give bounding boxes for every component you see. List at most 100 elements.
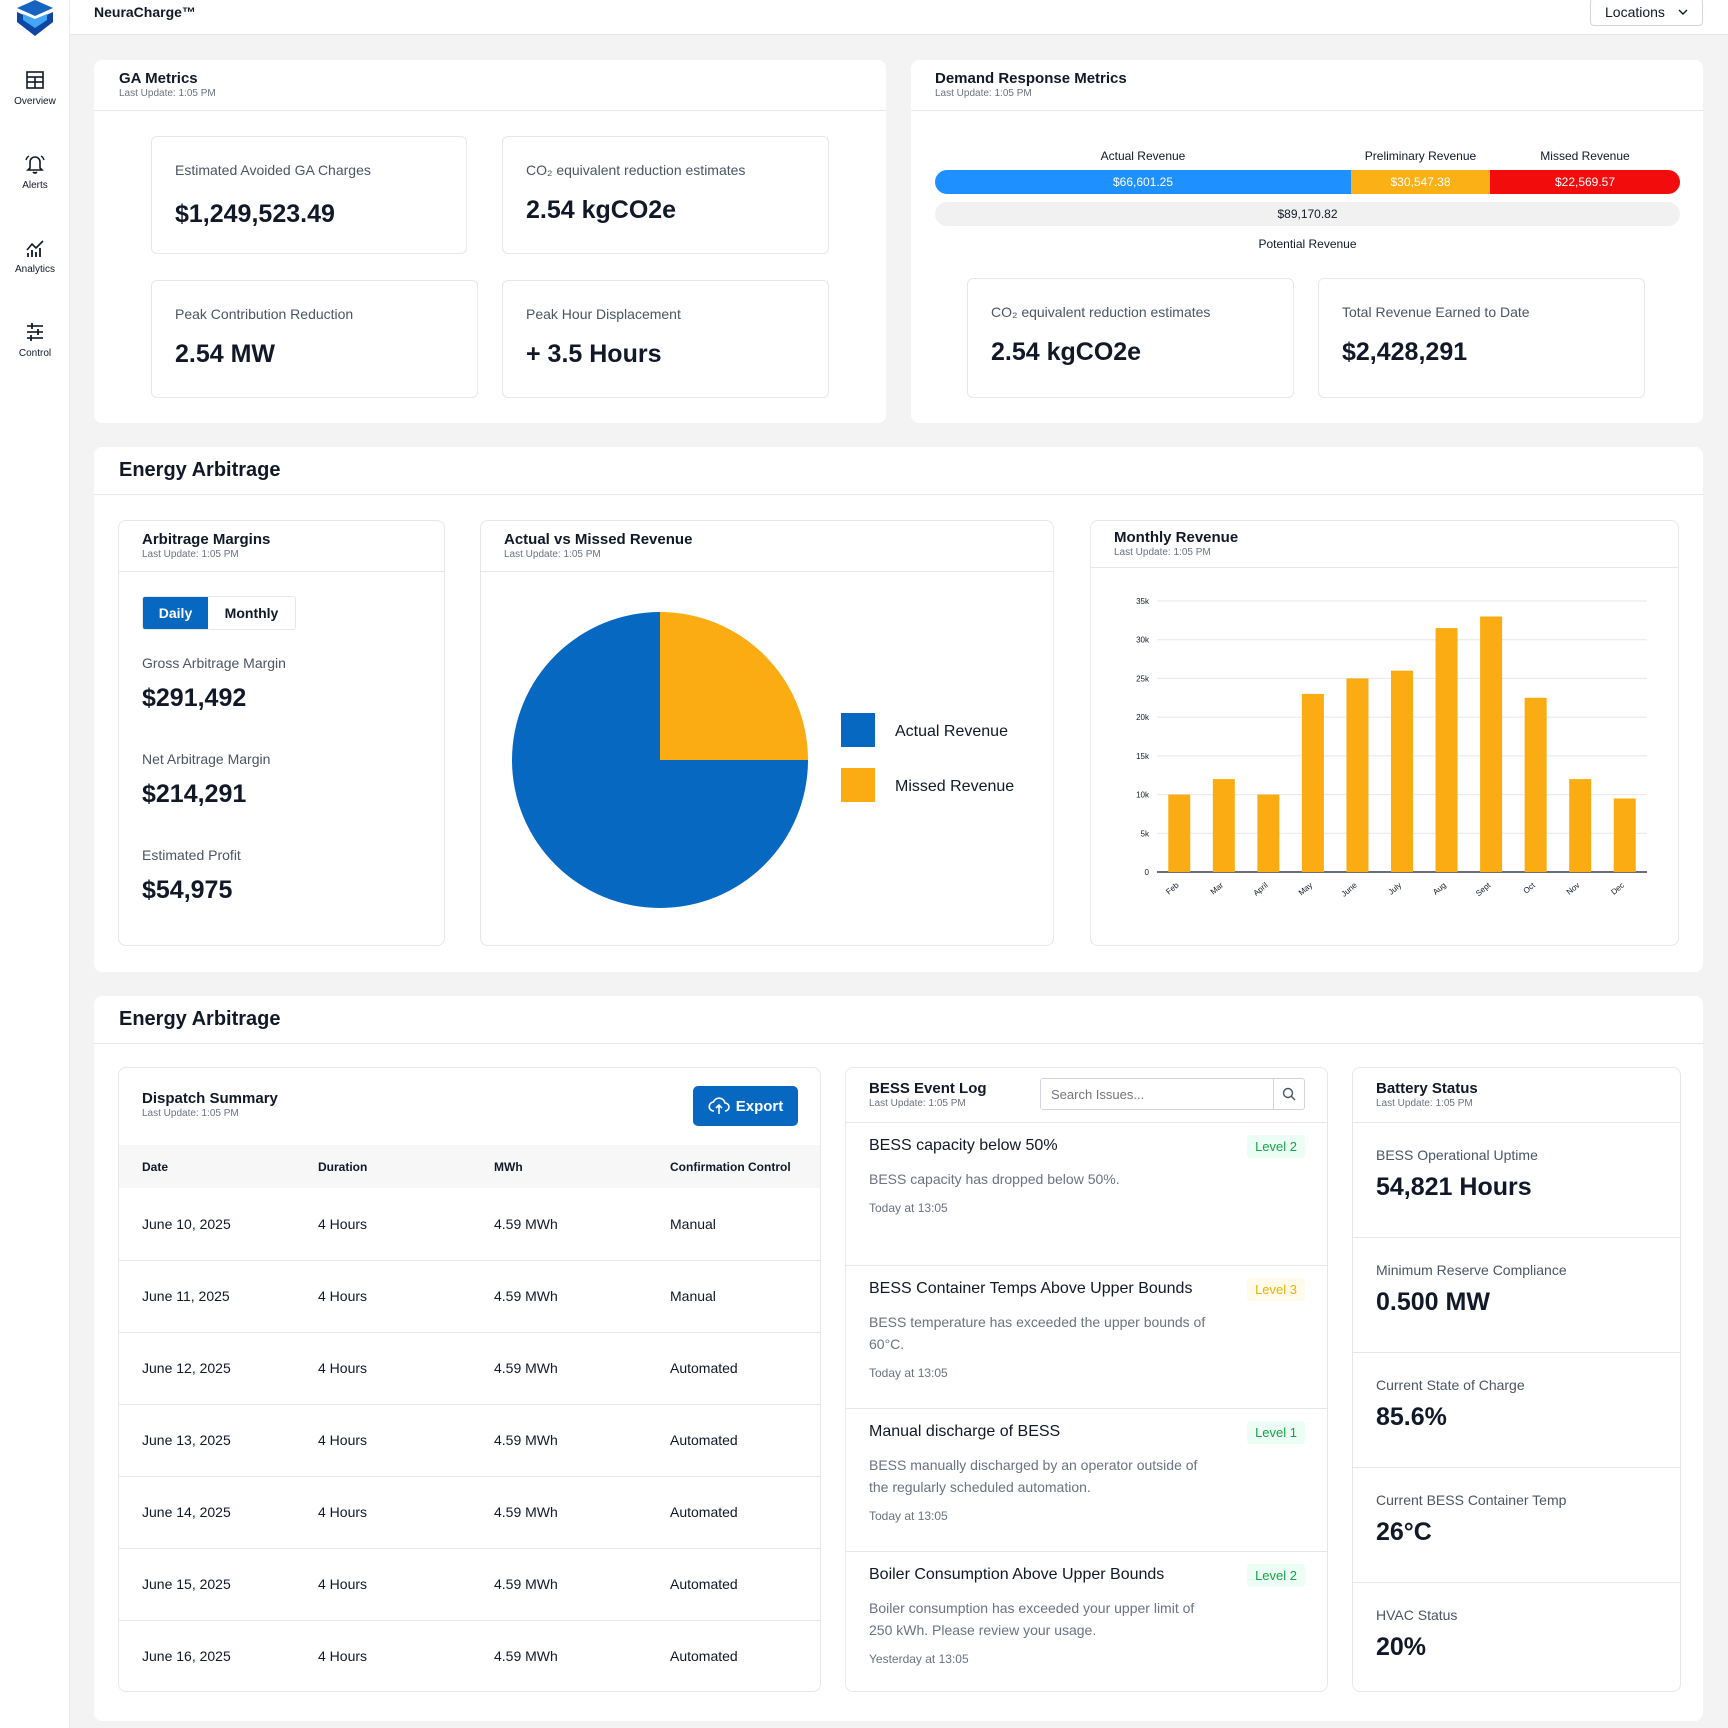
legend-label: Actual Revenue <box>895 723 1008 740</box>
event-item[interactable]: BESS Container Temps Above Upper Bounds … <box>846 1266 1327 1409</box>
app-logo[interactable] <box>15 0 55 38</box>
table-row[interactable]: June 16, 2025 4 Hours 4.59 MWh Automated <box>119 1620 820 1691</box>
export-button[interactable]: Export <box>693 1086 798 1126</box>
ga-updated: Last Update: 1:05 PM <box>119 88 216 99</box>
panel-updated: Last Update: 1:05 PM <box>142 1108 239 1119</box>
cell-date: June 10, 2025 <box>119 1188 295 1261</box>
column-header: Duration <box>295 1145 471 1188</box>
battery-metric: Current BESS Container Temp 26°C <box>1353 1468 1680 1583</box>
legend-swatch <box>841 768 875 802</box>
actual-revenue-segment: $66,601.25 <box>935 170 1351 194</box>
revenue-stacked-bar: $66,601.25 $30,547.38 $22,569.57 <box>935 170 1680 194</box>
legend-swatch <box>841 713 875 747</box>
cell-mwh: 4.59 MWh <box>471 1620 647 1691</box>
bar <box>1391 670 1413 872</box>
cell-mwh: 4.59 MWh <box>471 1260 647 1333</box>
level-badge: Level 2 <box>1247 1564 1305 1587</box>
metric-label: Estimated Avoided GA Charges <box>175 162 371 178</box>
divider <box>481 571 1053 572</box>
locations-dropdown[interactable]: Locations <box>1590 0 1703 26</box>
table-row[interactable]: June 10, 2025 4 Hours 4.59 MWh Manual <box>119 1188 820 1261</box>
x-tick-label: Sept <box>1474 880 1493 898</box>
table-row[interactable]: June 12, 2025 4 Hours 4.59 MWh Automated <box>119 1332 820 1405</box>
event-title: BESS capacity below 50% <box>869 1137 1058 1154</box>
bar <box>1346 678 1369 872</box>
potential-revenue-bar: $89,170.82 <box>935 202 1680 226</box>
y-tick-label: 30k <box>1136 636 1150 645</box>
y-tick-label: 10k <box>1136 791 1150 800</box>
panel-updated: Last Update: 1:05 PM <box>1376 1098 1473 1109</box>
event-item[interactable]: Boiler Consumption Above Upper Bounds Bo… <box>846 1552 1327 1691</box>
event-description: BESS manually discharged by an operator … <box>869 1457 1198 1495</box>
sliders-icon <box>27 323 43 341</box>
panel-title: Arbitrage Margins <box>142 531 271 548</box>
cell-control: Manual <box>647 1188 820 1261</box>
margin-value: $291,492 <box>142 684 247 712</box>
x-tick-label: Aug <box>1431 881 1448 897</box>
cell-control: Manual <box>647 1260 820 1333</box>
search-button[interactable] <box>1273 1079 1304 1109</box>
bar <box>1524 697 1547 872</box>
metric-label: Peak Contribution Reduction <box>175 306 354 322</box>
metric-card: Total Revenue Earned to Date $2,428,291 <box>1318 278 1645 398</box>
bar <box>1480 616 1503 872</box>
bar <box>1613 798 1636 872</box>
dr-updated: Last Update: 1:05 PM <box>935 88 1032 99</box>
nav-analytics[interactable]: Analytics <box>0 238 70 275</box>
metric-label: Peak Hour Displacement <box>526 306 681 322</box>
divider <box>1091 567 1678 568</box>
pie-chart: Actual Revenue Missed Revenue <box>512 612 1014 908</box>
battery-metric-value: 26°C <box>1376 1518 1432 1546</box>
margin-label: Gross Arbitrage Margin <box>142 655 286 671</box>
metric-value: $2,428,291 <box>1342 338 1468 366</box>
battery-metric-label: Minimum Reserve Compliance <box>1376 1262 1567 1278</box>
actual-vs-missed-panel: Actual vs Missed Revenue Last Update: 1:… <box>480 520 1054 946</box>
table-row[interactable]: June 11, 2025 4 Hours 4.59 MWh Manual <box>119 1260 820 1333</box>
cell-date: June 12, 2025 <box>119 1332 295 1405</box>
table-row[interactable]: June 13, 2025 4 Hours 4.59 MWh Automated <box>119 1404 820 1477</box>
nav-label: Overview <box>14 96 56 107</box>
cell-duration: 4 Hours <box>295 1260 471 1333</box>
y-tick-label: 20k <box>1136 713 1150 722</box>
nav-overview[interactable]: Overview <box>0 70 70 107</box>
event-title: BESS Container Temps Above Upper Bounds <box>869 1280 1193 1297</box>
battery-metric: Current State of Charge 85.6% <box>1353 1353 1680 1468</box>
bess-event-log-panel: BESS Event Log Last Update: 1:05 PM BESS… <box>845 1067 1328 1692</box>
top-bar <box>70 0 1728 35</box>
cell-duration: 4 Hours <box>295 1476 471 1549</box>
event-time: Today at 13:05 <box>869 1201 948 1215</box>
event-description: BESS temperature has exceeded the upper … <box>869 1314 1206 1352</box>
metric-value: + 3.5 Hours <box>526 340 662 368</box>
level-badge: Level 2 <box>1247 1135 1305 1158</box>
tab-monthly[interactable]: Monthly <box>208 597 295 629</box>
analytics-icon <box>26 240 44 257</box>
bar <box>1301 693 1324 872</box>
tab-daily[interactable]: Daily <box>143 597 208 629</box>
event-description: BESS capacity has dropped below 50%. <box>869 1171 1120 1187</box>
monthly-revenue-chart: 0 5k 10k 15k 20k 25k 30k 35k Feb Mar April May June J… <box>1136 597 1647 899</box>
metric-value: 2.54 kgCO2e <box>526 196 677 224</box>
column-header: Confirmation Control <box>647 1145 820 1188</box>
section-title: Energy Arbitrage <box>119 459 281 481</box>
monthly-revenue-panel: Monthly Revenue Last Update: 1:05 PM 0 5k… <box>1090 520 1679 946</box>
table-row[interactable]: June 14, 2025 4 Hours 4.59 MWh Automated <box>119 1476 820 1549</box>
divider <box>1353 1122 1680 1123</box>
nav-alerts[interactable]: Alerts <box>0 154 70 191</box>
nav-control[interactable]: Control <box>0 322 70 359</box>
bar <box>1569 779 1592 872</box>
search-input[interactable] <box>1041 1079 1273 1109</box>
event-time: Today at 13:05 <box>869 1366 948 1380</box>
bar <box>1435 628 1458 872</box>
metric-value: 2.54 MW <box>175 340 276 368</box>
battery-metric-label: HVAC Status <box>1376 1607 1458 1623</box>
x-tick-label: May <box>1297 881 1314 898</box>
battery-status-panel: Battery Status Last Update: 1:05 PM BESS… <box>1352 1067 1681 1692</box>
margin-value: $54,975 <box>142 876 233 904</box>
battery-metric-value: 54,821 Hours <box>1376 1173 1532 1201</box>
event-item[interactable]: BESS capacity below 50% BESS capacity ha… <box>846 1123 1327 1266</box>
metric-label: Total Revenue Earned to Date <box>1342 304 1530 320</box>
table-row[interactable]: June 15, 2025 4 Hours 4.59 MWh Automated <box>119 1548 820 1621</box>
y-tick-label: 5k <box>1141 829 1150 838</box>
event-item[interactable]: Manual discharge of BESS BESS manually d… <box>846 1409 1327 1552</box>
battery-metric-label: Current BESS Container Temp <box>1376 1492 1567 1508</box>
